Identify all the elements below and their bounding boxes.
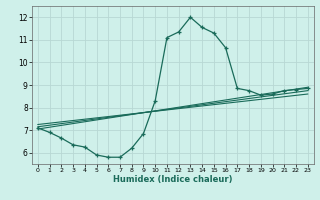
X-axis label: Humidex (Indice chaleur): Humidex (Indice chaleur)	[113, 175, 233, 184]
